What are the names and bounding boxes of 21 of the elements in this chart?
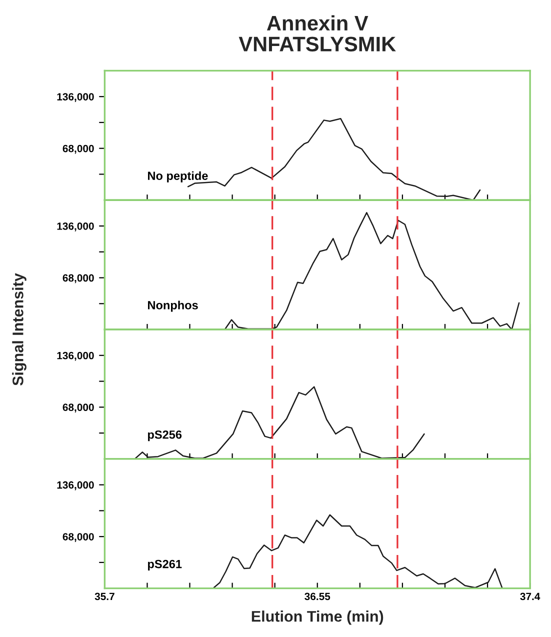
y-tick-label: 136,000 xyxy=(57,93,94,102)
series-label: pS256 xyxy=(148,430,182,442)
text: pS261 xyxy=(148,560,182,571)
y-tick-label: 136,000 xyxy=(57,352,94,361)
x-tick-label: 35.7 xyxy=(94,592,114,600)
series-label: No peptide xyxy=(148,171,208,182)
y-tick-label: 136,000 xyxy=(57,481,94,490)
y-tick-label: 68,000 xyxy=(62,533,94,542)
x-tick-label: 36.55 xyxy=(304,592,330,600)
line-series xyxy=(212,514,503,588)
y-tick-label: 136,000 xyxy=(57,222,94,232)
y-axis-title: Signal Intensity xyxy=(12,273,26,386)
x-tick-label: 37.4 xyxy=(520,592,540,600)
text: Nonphos xyxy=(148,300,198,312)
x-axis-title: Elution Time (min) xyxy=(252,610,384,625)
line-series xyxy=(224,212,520,330)
y-tick-label: 68,000 xyxy=(62,274,94,284)
y-tick-label: 68,000 xyxy=(62,144,94,154)
y-tick-label: 68,000 xyxy=(62,404,94,413)
chart-title: Annexin V VNFATSLYSMIK xyxy=(238,15,396,52)
line-series xyxy=(134,386,425,459)
